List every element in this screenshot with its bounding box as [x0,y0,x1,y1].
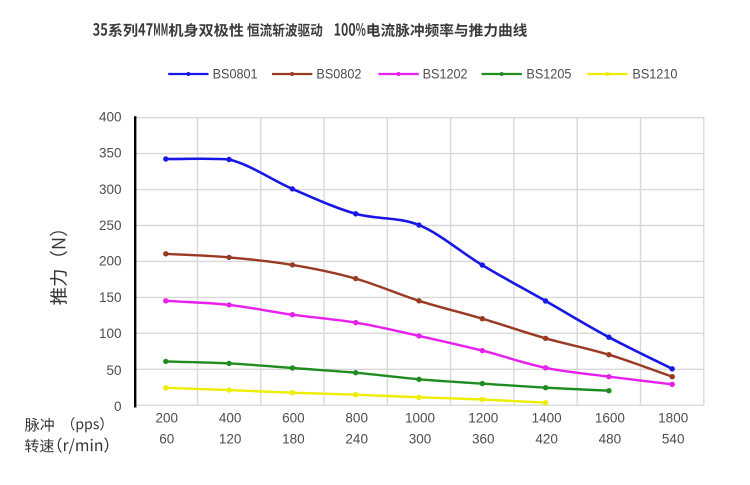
svg-text:50: 50 [106,363,121,378]
svg-text:400: 400 [99,110,122,125]
svg-text:100: 100 [99,326,122,341]
svg-text:180: 180 [282,432,305,447]
svg-text:350: 350 [99,146,122,161]
svg-text:BS1205: BS1205 [526,65,571,81]
svg-text:200: 200 [156,411,179,426]
svg-text:800: 800 [345,411,368,426]
svg-text:150: 150 [99,290,122,305]
svg-text:60: 60 [159,432,174,447]
svg-text:BS0801: BS0801 [213,65,258,81]
svg-text:BS1210: BS1210 [632,65,677,81]
svg-text:300: 300 [409,432,432,447]
svg-text:0: 0 [114,399,122,414]
svg-text:1200: 1200 [468,411,498,426]
svg-text:200: 200 [99,254,122,269]
svg-text:480: 480 [599,432,622,447]
svg-text:250: 250 [99,218,122,233]
svg-text:540: 540 [662,432,685,447]
svg-text:1600: 1600 [595,411,625,426]
svg-text:BS0802: BS0802 [316,65,361,81]
svg-text:300: 300 [99,182,122,197]
svg-text:1000: 1000 [405,411,435,426]
svg-text:1800: 1800 [658,411,688,426]
svg-text:400: 400 [219,411,242,426]
svg-text:420: 420 [535,432,558,447]
svg-text:240: 240 [345,432,368,447]
svg-text:BS1202: BS1202 [423,65,468,81]
svg-text:1400: 1400 [532,411,562,426]
svg-text:120: 120 [219,432,242,447]
svg-text:360: 360 [472,432,495,447]
svg-text:600: 600 [282,411,305,426]
